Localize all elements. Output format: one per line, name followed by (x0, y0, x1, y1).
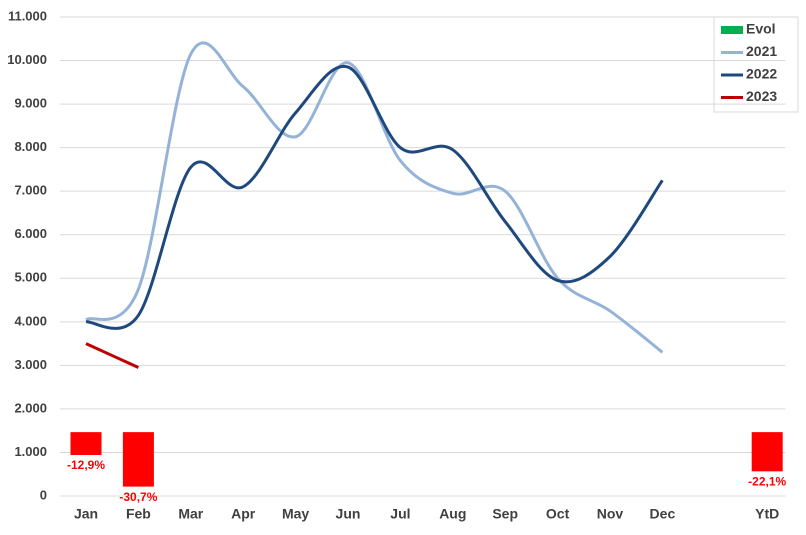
x-tick-label: Jan (74, 506, 98, 522)
y-tick-label: 5.000 (14, 270, 47, 285)
y-tick-label: 6.000 (14, 226, 47, 241)
x-tick-label: YtD (755, 506, 779, 522)
y-tick-label: 8.000 (14, 139, 47, 154)
x-tick-label: Apr (231, 506, 256, 522)
data-label: -22,1% (748, 475, 786, 489)
legend-swatch (721, 26, 743, 34)
line (85, 41, 664, 354)
y-tick-label: 0 (40, 487, 47, 502)
legend-label: Evol (746, 21, 776, 37)
data-label: -12,9% (67, 458, 105, 472)
x-tick-label: May (282, 506, 309, 522)
y-tick-label: 3.000 (14, 357, 47, 372)
bar (751, 432, 783, 472)
y-tick-label: 4.000 (14, 313, 47, 328)
x-tick-label: Dec (650, 506, 676, 522)
line (85, 64, 664, 330)
legend-label: 2023 (746, 88, 777, 104)
x-tick-label: Oct (546, 506, 570, 522)
line (85, 342, 140, 369)
y-tick-label: 2.000 (14, 400, 47, 415)
y-tick-label: 11.000 (8, 8, 47, 23)
y-tick-label: 9.000 (14, 96, 47, 111)
x-tick-label: Aug (439, 506, 466, 522)
y-tick-label: 1.000 (14, 444, 47, 459)
x-tick-label: Sep (492, 506, 518, 522)
x-tick-label: Jul (390, 506, 410, 522)
x-tick-label: Feb (126, 506, 151, 522)
legend-label: 2022 (746, 66, 777, 82)
x-tick-label: Jun (336, 506, 361, 522)
y-tick-label: 10.000 (7, 52, 47, 67)
data-label: -30,7% (119, 490, 157, 504)
bar (122, 432, 154, 487)
bar (70, 432, 102, 456)
x-tick-label: Nov (597, 506, 624, 522)
y-tick-label: 7.000 (14, 183, 47, 198)
x-tick-label: Mar (178, 506, 203, 522)
legend-label: 2021 (746, 43, 777, 59)
